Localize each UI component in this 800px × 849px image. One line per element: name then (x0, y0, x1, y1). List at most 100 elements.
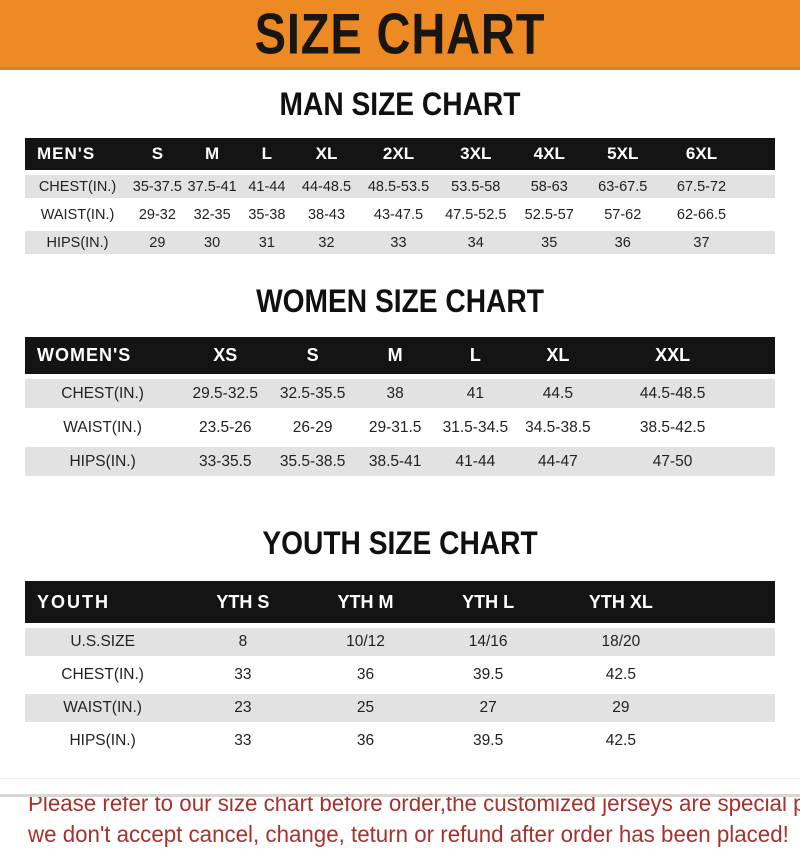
men-cell: 35-37.5 (130, 175, 185, 198)
men-cell: 48.5-53.5 (358, 175, 439, 198)
womens-size-table: WOMEN'S XS S M L XL XXL CHEST(IN.) 29.5-32.5 32.5… (25, 332, 775, 481)
men-cell: 31 (239, 231, 295, 254)
women-cell: 31.5-34.5 (435, 413, 516, 442)
men-row-label: HIPS(IN.) (25, 231, 130, 254)
youth-cell: 33 (180, 661, 306, 689)
men-header-cell: L (239, 138, 295, 170)
men-cell: 52.5-57 (513, 203, 586, 226)
youth-header-cell: YTH M (305, 581, 426, 623)
youth-row-label: CHEST(IN.) (25, 661, 181, 689)
size-chart-banner: SIZE CHART (0, 0, 800, 70)
women-cell: 41-44 (435, 447, 516, 476)
youth-cell: 36 (305, 727, 426, 755)
note-line-2: we don't accept cancel, change, teturn o… (28, 821, 789, 847)
men-cell: 30 (184, 231, 240, 254)
women-row-label: WAIST(IN.) (25, 413, 181, 442)
youth-header-cell: YTH S (180, 581, 306, 623)
order-note: Please refer to our size chart before or… (0, 778, 800, 849)
men-cell: 36 (585, 231, 661, 254)
men-cell: 29 (130, 231, 185, 254)
youth-cell: 36 (305, 661, 426, 689)
youth-cell: 14/16 (425, 628, 551, 656)
men-cell: 47.5-52.5 (438, 203, 514, 226)
youth-size-table: YOUTH YTH S YTH M YTH L YTH XL U.S.SIZE 8 10/12… (25, 576, 775, 760)
men-cell: 35 (513, 231, 586, 254)
men-header-row: MEN'S S M L XL 2XL 3XL 4XL 5XL 6XL (25, 138, 775, 170)
women-cell: 38.5-42.5 (600, 413, 745, 442)
men-row-label: WAIST(IN.) (25, 203, 130, 226)
women-cell: 44.5-48.5 (600, 379, 745, 408)
men-cell: 37 (660, 231, 743, 254)
men-filler-cell (742, 175, 775, 198)
men-header-cell: 4XL (513, 138, 586, 170)
men-table-row: HIPS(IN.) 29 30 31 32 33 34 35 36 37 (25, 231, 775, 254)
men-cell: 43-47.5 (358, 203, 439, 226)
women-cell: 29-31.5 (355, 413, 436, 442)
youth-table-row: WAIST(IN.) 23 25 27 29 (25, 694, 775, 722)
youth-cell: 23 (180, 694, 306, 722)
women-cell: 32.5-35.5 (270, 379, 355, 408)
youth-section: YOUTH SIZE CHART YOUTH YTH S YTH M YTH L YTH… (0, 525, 800, 760)
mens-size-table: MEN'S S M L XL 2XL 3XL 4XL 5XL 6XL CHEST(IN.) 35-37… (25, 133, 775, 259)
youth-filler-cell (691, 694, 775, 722)
youth-filler-cell (691, 661, 775, 689)
men-header-cell: 6XL (660, 138, 743, 170)
men-cell: 38-43 (294, 203, 359, 226)
youth-section-title: YOUTH SIZE CHART (262, 525, 538, 561)
youth-cell: 42.5 (550, 661, 691, 689)
youth-header-cell: YTH XL (550, 581, 691, 623)
youth-cell: 39.5 (425, 661, 551, 689)
women-cell: 23.5-26 (180, 413, 271, 442)
men-table-row: WAIST(IN.) 29-32 32-35 35-38 38-43 43-47.5 47.… (25, 203, 775, 226)
women-header-cell: L (435, 337, 516, 374)
youth-table-row: U.S.SIZE 8 10/12 14/16 18/20 (25, 628, 775, 656)
youth-row-label: WAIST(IN.) (25, 694, 181, 722)
women-section-title: WOMEN SIZE CHART (256, 283, 544, 319)
youth-header-row: YOUTH YTH S YTH M YTH L YTH XL (25, 581, 775, 623)
men-cell: 32-35 (184, 203, 240, 226)
men-header-cell: M (184, 138, 240, 170)
women-filler-cell (744, 447, 775, 476)
men-header-cell: 3XL (438, 138, 514, 170)
men-cell: 34 (438, 231, 514, 254)
youth-filler-cell (691, 727, 775, 755)
women-cell: 26-29 (270, 413, 355, 442)
youth-filler-cell (691, 581, 775, 623)
men-cell: 33 (358, 231, 439, 254)
youth-row-label: U.S.SIZE (25, 628, 181, 656)
men-cell: 35-38 (239, 203, 295, 226)
men-cell: 53.5-58 (438, 175, 514, 198)
women-header-cell: M (355, 337, 436, 374)
men-header-cell: XL (294, 138, 359, 170)
men-table-row: CHEST(IN.) 35-37.5 37.5-41 41-44 44-48.5 48.5… (25, 175, 775, 198)
men-header-label: MEN'S (25, 138, 130, 170)
youth-cell: 25 (305, 694, 426, 722)
women-cell: 38.5-41 (355, 447, 436, 476)
youth-table-row: HIPS(IN.) 33 36 39.5 42.5 (25, 727, 775, 755)
women-table-row: WAIST(IN.) 23.5-26 26-29 29-31.5 31.5-34.5 34… (25, 413, 775, 442)
men-section: MAN SIZE CHART MEN'S S M L XL 2XL 3XL 4XL 5XL 6XL… (0, 86, 800, 259)
women-cell: 38 (355, 379, 436, 408)
women-cell: 35.5-38.5 (270, 447, 355, 476)
youth-cell: 10/12 (305, 628, 426, 656)
youth-cell: 29 (550, 694, 691, 722)
women-table-row: CHEST(IN.) 29.5-32.5 32.5-35.5 38 41 44.5 44.5… (25, 379, 775, 408)
women-table-row: HIPS(IN.) 33-35.5 35.5-38.5 38.5-41 41-44 44-… (25, 447, 775, 476)
youth-cell: 18/20 (550, 628, 691, 656)
youth-cell: 27 (425, 694, 551, 722)
men-header-cell: 5XL (585, 138, 661, 170)
women-filler-cell (744, 337, 775, 374)
women-header-cell: XL (515, 337, 601, 374)
men-cell: 37.5-41 (184, 175, 240, 198)
men-row-label: CHEST(IN.) (25, 175, 130, 198)
youth-row-label: HIPS(IN.) (25, 727, 181, 755)
women-cell: 29.5-32.5 (180, 379, 271, 408)
men-header-cell: S (130, 138, 185, 170)
men-cell: 29-32 (130, 203, 185, 226)
women-cell: 44.5 (515, 379, 601, 408)
women-row-label: CHEST(IN.) (25, 379, 181, 408)
men-filler-cell (742, 138, 775, 170)
youth-cell: 8 (180, 628, 306, 656)
youth-table-row: CHEST(IN.) 33 36 39.5 42.5 (25, 661, 775, 689)
youth-cell: 42.5 (550, 727, 691, 755)
